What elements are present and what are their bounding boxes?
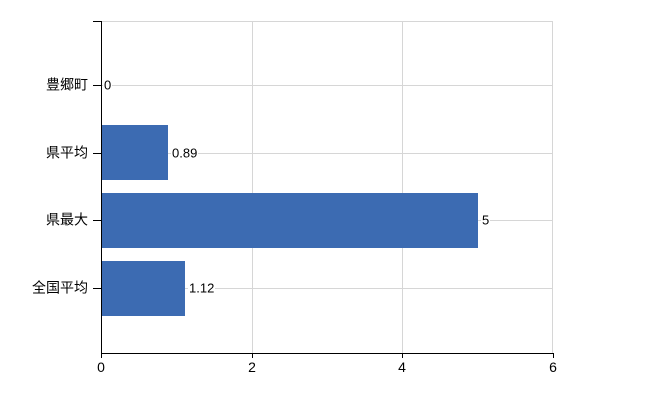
x-tick — [402, 353, 403, 358]
gridline-horizontal-1 — [101, 153, 553, 154]
plot-area: 0 0.89 5 1.12 — [101, 21, 553, 353]
category-label: 県平均 — [46, 144, 88, 161]
bar-category-2 — [101, 193, 478, 248]
x-tick-label: 6 — [549, 359, 557, 375]
gridline-vertical-6 — [552, 21, 553, 353]
bar-category-1 — [101, 125, 168, 180]
y-tick — [93, 220, 101, 221]
gridline-horizontal-0 — [101, 85, 553, 86]
x-tick — [553, 353, 554, 358]
x-tick — [101, 353, 102, 358]
gridline-vertical-2 — [252, 21, 253, 353]
category-label: 全国平均 — [32, 279, 88, 296]
bar-value-label: 5 — [481, 212, 491, 228]
y-tick — [93, 288, 101, 289]
y-tick — [93, 85, 101, 86]
x-axis-line — [101, 353, 554, 354]
gridline-vertical-4 — [402, 21, 403, 353]
plot-top-border — [101, 21, 553, 22]
x-tick-label: 2 — [248, 359, 256, 375]
x-tick-label: 4 — [398, 359, 406, 375]
bar-value-label: 1.12 — [188, 280, 216, 296]
y-axis-end-tick — [93, 21, 101, 22]
category-label: 豊郷町 — [46, 76, 88, 93]
bar-value-label: 0.89 — [171, 145, 199, 161]
x-tick — [252, 353, 253, 358]
y-axis-line — [101, 21, 102, 353]
x-tick-label: 0 — [97, 359, 105, 375]
gridline-horizontal-3 — [101, 288, 553, 289]
y-tick — [93, 153, 101, 154]
category-label: 県最大 — [46, 211, 88, 228]
bar-category-3 — [101, 261, 185, 316]
bar-value-label: 0 — [103, 77, 113, 93]
